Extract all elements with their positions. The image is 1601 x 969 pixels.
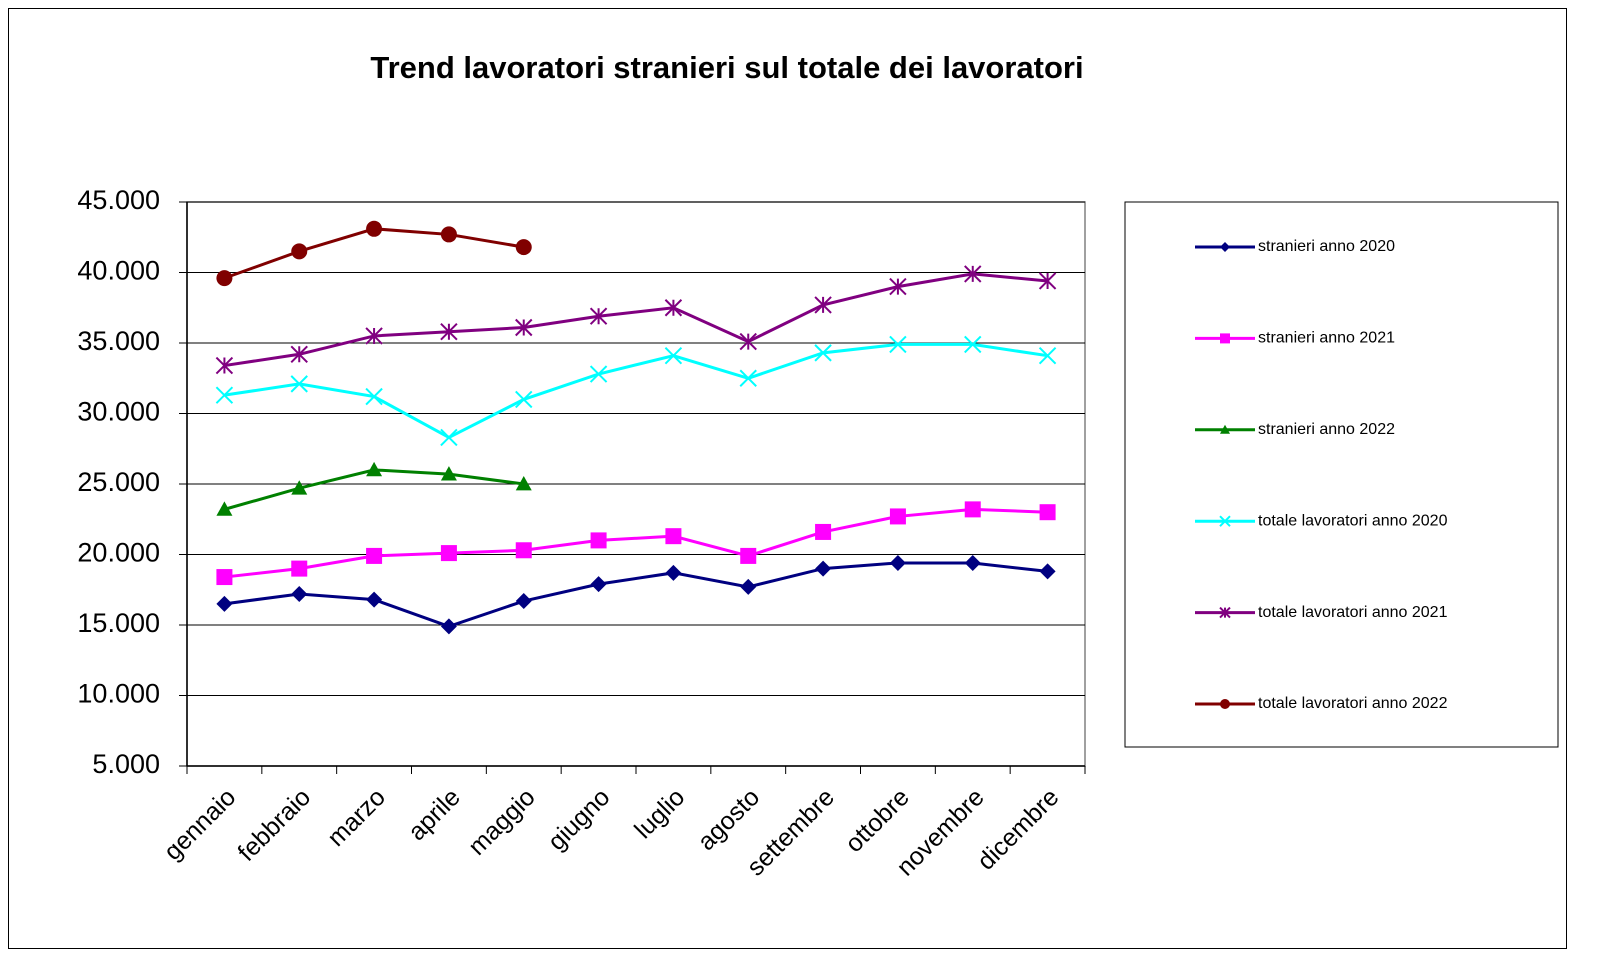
data-point <box>440 545 457 562</box>
legend-marker <box>1220 333 1230 344</box>
data-point <box>664 299 683 317</box>
data-point <box>291 480 308 495</box>
data-point <box>215 356 234 375</box>
data-point <box>964 554 981 571</box>
data-point <box>740 547 757 564</box>
data-point <box>440 428 458 447</box>
data-point <box>440 323 458 341</box>
data-point <box>291 560 308 577</box>
legend-label: stranieri anno 2022 <box>1258 421 1395 438</box>
y-tick-label: 30.000 <box>77 397 160 427</box>
data-point <box>814 344 832 362</box>
data-point <box>739 369 757 387</box>
legend-marker <box>1220 699 1230 709</box>
legend-marker <box>1220 242 1230 252</box>
legend-marker <box>1219 515 1231 527</box>
data-point <box>815 560 832 577</box>
data-point <box>964 501 981 518</box>
legend-label: stranieri anno 2020 <box>1258 238 1395 255</box>
data-point <box>515 593 532 610</box>
data-point <box>590 576 607 593</box>
y-tick-label: 35.000 <box>77 326 160 356</box>
y-tick-label: 5.000 <box>92 749 160 779</box>
legend-label: totale lavoratori anno 2022 <box>1258 695 1448 712</box>
data-point <box>589 307 608 325</box>
data-point <box>889 335 907 354</box>
legend-label: totale lavoratori anno 2021 <box>1258 604 1448 621</box>
data-point <box>1039 504 1056 521</box>
y-tick-label: 15.000 <box>77 608 160 638</box>
data-point <box>440 618 457 635</box>
data-point <box>515 390 533 409</box>
data-point <box>216 595 233 612</box>
data-point <box>366 220 383 237</box>
legend-box <box>1124 201 1559 748</box>
data-point <box>740 578 757 595</box>
data-point <box>964 335 982 354</box>
y-tick-label: 25.000 <box>77 467 160 497</box>
data-point <box>515 476 532 491</box>
data-point <box>1038 346 1057 365</box>
data-point <box>365 387 383 406</box>
data-point <box>515 542 532 559</box>
data-point <box>216 569 233 586</box>
data-point <box>366 461 383 477</box>
series-line <box>224 507 1048 579</box>
data-point <box>664 346 683 365</box>
legend-marker <box>1219 606 1231 619</box>
data-point <box>665 564 682 581</box>
data-point <box>440 466 457 481</box>
data-point <box>216 501 233 516</box>
data-point <box>366 547 383 564</box>
series-line <box>224 342 1048 440</box>
data-point <box>216 270 233 287</box>
data-point <box>290 375 308 393</box>
data-point <box>515 239 532 256</box>
y-tick-label: 40.000 <box>77 256 160 286</box>
data-point <box>964 265 982 283</box>
data-point <box>814 296 832 314</box>
data-point <box>889 554 906 571</box>
y-tick-label: 10.000 <box>77 679 160 709</box>
series-line <box>224 561 1048 628</box>
y-tick-label: 20.000 <box>77 538 160 568</box>
data-point <box>1039 563 1056 580</box>
data-point <box>590 532 607 549</box>
data-point <box>889 508 906 525</box>
data-point <box>291 243 308 260</box>
series-line <box>224 272 1048 368</box>
data-point <box>290 345 308 363</box>
data-point <box>589 365 608 383</box>
data-point <box>440 226 457 243</box>
legend-label: stranieri anno 2021 <box>1258 330 1395 347</box>
data-point <box>665 528 682 545</box>
chart-title: Trend lavoratori stranieri sul totale de… <box>370 50 1083 85</box>
data-point <box>365 327 383 345</box>
legend-label: totale lavoratori anno 2020 <box>1258 512 1448 529</box>
y-tick-label: 45.000 <box>77 185 160 215</box>
data-point <box>889 277 907 296</box>
data-point <box>1038 272 1057 290</box>
legend-marker <box>1220 424 1230 434</box>
data-point <box>515 318 533 337</box>
data-point <box>815 523 832 540</box>
data-point <box>215 386 234 404</box>
data-point <box>291 585 308 602</box>
data-point <box>739 332 757 351</box>
data-point <box>366 591 383 608</box>
